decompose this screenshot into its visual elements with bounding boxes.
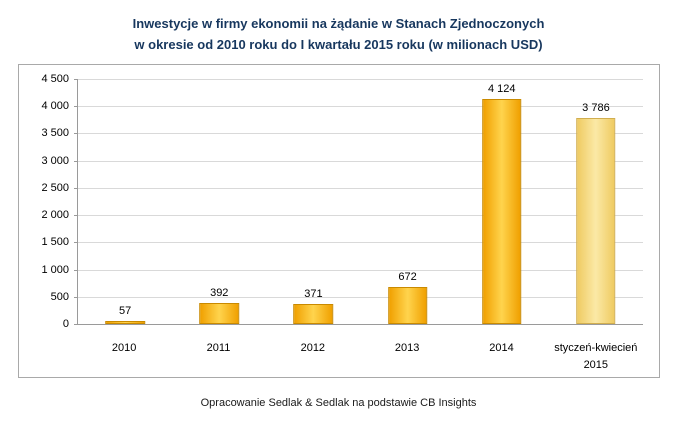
x-axis-label: 2011	[206, 342, 231, 354]
bar-value-label: 57	[118, 305, 132, 317]
chart-box: 0 500 1 000 1 500 2 000 2 500 3 000 3 500 4 000 4…	[18, 64, 660, 378]
y-axis-tick-label: 3 500	[41, 127, 69, 140]
gridline	[78, 187, 643, 189]
bar-2013	[387, 287, 428, 324]
y-axis-tick-mark	[74, 160, 78, 162]
bar-value-label: 392	[210, 287, 229, 299]
x-axis-label: 2013	[394, 342, 420, 354]
gridline	[78, 269, 643, 271]
y-axis-tick-label: 4 000	[41, 100, 69, 113]
bar-2012	[293, 304, 334, 324]
y-axis-tick-mark	[74, 296, 78, 298]
y-axis-tick-mark	[74, 133, 78, 135]
bar-styczeń-kwiecień-2015	[576, 118, 616, 324]
chart-title-line1: Inwestycje w firmy ekonomii na żądanie w…	[132, 16, 545, 31]
chart-footer: Opracowanie Sedlak & Sedlak na podstawie…	[200, 397, 477, 409]
bar-slot: 371	[266, 79, 360, 324]
gridline	[78, 215, 643, 217]
x-axis-label: 2014	[489, 342, 514, 354]
x-axis-label: styczeń-kwiecień 2015	[554, 342, 638, 371]
y-axis-tick-label: 1 500	[41, 236, 69, 249]
y-axis-tick-mark	[74, 79, 78, 80]
y-axis-tick-mark	[74, 106, 78, 108]
bar-value-label: 4 124	[488, 83, 516, 95]
bar-value-label: 3 786	[582, 102, 610, 114]
x-axis-label: 2010	[111, 342, 137, 354]
x-axis-label: 2012	[300, 342, 326, 354]
bar-slot: 3 786	[549, 79, 643, 324]
plot-area: 0 500 1 000 1 500 2 000 2 500 3 000 3 500 4 000 4…	[41, 73, 643, 330]
y-axis-tick-label: 500	[50, 290, 69, 303]
y-axis-tick-mark	[74, 324, 78, 325]
y-axis-tick-label: 2 000	[41, 209, 69, 222]
y-axis-tick-label: 4 500	[41, 73, 69, 85]
gridline	[78, 106, 643, 108]
gridline	[78, 242, 643, 244]
y-axis-tick-label: 2 500	[41, 181, 69, 194]
bars-row: 57 392 371 672 4 124 3 786	[78, 79, 643, 324]
x-axis-labels: 2010 2011 2012 2013 2014 styczeń-kwiecień 201…	[77, 333, 643, 371]
bar-slot: 4 124	[455, 79, 549, 324]
gridline	[78, 79, 643, 80]
gridline	[78, 133, 643, 135]
y-axis-tick-mark	[74, 242, 78, 244]
y-axis-tick-mark	[74, 215, 78, 217]
bar-slot: 392	[172, 79, 266, 324]
bar-2014	[481, 99, 522, 324]
bar-2010	[105, 321, 145, 324]
y-axis-tick-mark	[74, 269, 78, 271]
bar-2011	[199, 303, 240, 324]
gridline	[78, 160, 643, 162]
bar-slot: 672	[361, 79, 455, 324]
chart-title: Inwestycje w firmy ekonomii na żądanie w…	[0, 0, 677, 56]
bar-slot: 57	[78, 79, 172, 324]
y-axis-tick-label: 0	[62, 318, 69, 330]
y-axis-tick-label: 3 000	[41, 154, 69, 167]
chart-title-line2: w okresie od 2010 roku do I kwartału 201…	[134, 37, 543, 53]
y-axis-tick-mark	[74, 187, 78, 189]
bar-value-label: 371	[304, 288, 323, 300]
bar-value-label: 672	[398, 271, 417, 283]
y-axis-tick-label: 1 000	[41, 263, 69, 276]
gridline	[78, 296, 643, 298]
